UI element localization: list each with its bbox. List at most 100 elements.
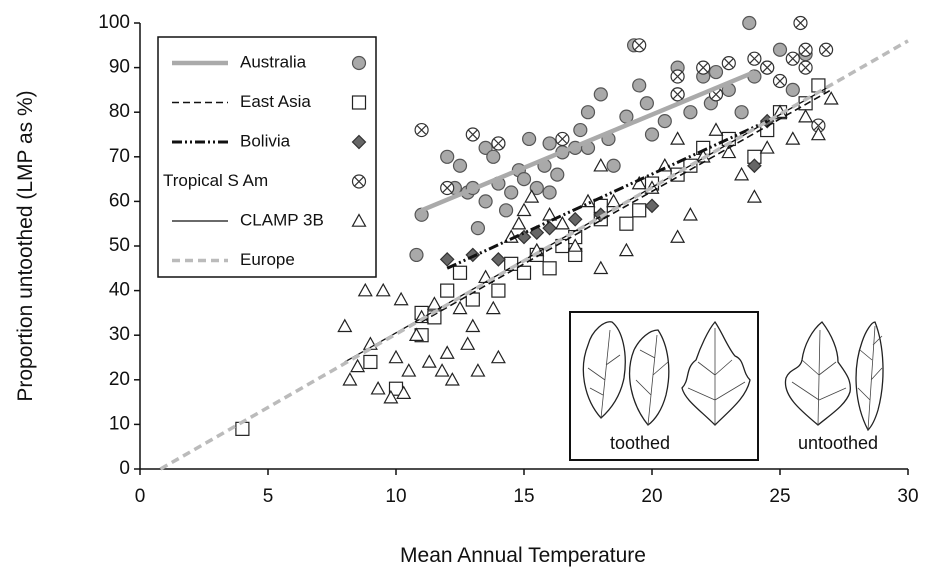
point: [421, 354, 437, 368]
fit-line: [159, 39, 909, 471]
point: [452, 265, 468, 280]
point: [439, 252, 455, 267]
point: [696, 60, 711, 75]
point: [798, 42, 813, 57]
point: [670, 69, 685, 84]
y-tick-label: 70: [109, 146, 130, 167]
point: [554, 215, 570, 230]
point: [670, 229, 686, 243]
point: [393, 291, 409, 306]
point: [452, 158, 468, 173]
point: [388, 349, 404, 364]
point: [337, 318, 353, 333]
point: [632, 78, 647, 93]
point: [734, 105, 749, 120]
y-tick-label: 20: [109, 369, 130, 390]
point: [486, 149, 501, 164]
legend-label: Bolivia: [240, 131, 291, 150]
point: [542, 207, 558, 221]
point: [491, 136, 506, 151]
point: [426, 296, 442, 310]
point: [632, 203, 647, 218]
leaf-vein: [687, 328, 746, 425]
point: [351, 95, 367, 110]
point: [798, 108, 814, 123]
fit-line: [421, 89, 832, 323]
point: [363, 354, 378, 370]
x-tick-label: 20: [641, 486, 662, 507]
point: [644, 198, 660, 214]
point: [434, 363, 450, 377]
point: [235, 421, 250, 436]
point: [580, 105, 596, 120]
point: [370, 380, 386, 395]
point: [670, 87, 685, 102]
leaf-vein: [791, 329, 847, 426]
point: [785, 82, 800, 98]
point: [375, 282, 391, 297]
point: [542, 261, 557, 276]
x-axis-label: Mean Annual Temperature: [400, 544, 646, 567]
point: [567, 238, 583, 252]
y-tick-label: 0: [119, 458, 130, 479]
point: [823, 91, 839, 105]
point: [619, 216, 634, 231]
point: [810, 126, 826, 141]
point: [522, 131, 537, 147]
point: [657, 114, 672, 129]
point: [504, 185, 519, 200]
point: [351, 174, 367, 189]
point: [606, 158, 621, 173]
point: [639, 96, 654, 111]
point: [440, 149, 455, 164]
point: [593, 260, 609, 275]
point: [746, 189, 762, 203]
point: [452, 300, 468, 315]
y-tick-label: 80: [109, 101, 130, 122]
y-tick-label: 50: [109, 235, 130, 256]
y-tick-label: 10: [109, 413, 130, 434]
point: [440, 180, 455, 196]
legend-label: Europe: [240, 250, 295, 269]
point: [747, 51, 762, 66]
x-tick-label: 5: [263, 486, 274, 507]
point: [555, 131, 570, 147]
point: [396, 385, 412, 399]
point: [342, 372, 358, 386]
point: [793, 15, 808, 31]
point: [593, 87, 608, 102]
point: [785, 131, 801, 145]
point: [760, 60, 775, 75]
legend-label: Tropical S Am: [163, 171, 268, 190]
annotation: untoothed: [798, 433, 878, 453]
point: [708, 64, 724, 80]
point: [580, 193, 596, 208]
leaf-vein: [587, 329, 621, 419]
point: [351, 134, 367, 150]
point: [542, 220, 557, 236]
point: [408, 327, 424, 341]
point: [351, 213, 367, 227]
leaf-oak: [582, 321, 626, 419]
point: [490, 349, 506, 364]
point: [414, 122, 429, 138]
point: [818, 42, 834, 57]
legend: Australia East Asia Bolivia Tropical S Am CL…: [157, 36, 377, 278]
point: [683, 105, 698, 120]
leaf-ovate: [628, 329, 670, 426]
leaf-inset: [569, 311, 884, 461]
y-tick-label: 90: [109, 57, 130, 78]
point: [485, 300, 501, 315]
data-layer: [235, 15, 839, 436]
point: [470, 363, 486, 377]
point: [491, 283, 506, 298]
point: [516, 202, 532, 217]
leaf-narrow: [855, 321, 884, 432]
point: [498, 203, 514, 218]
y-tick-label: 60: [109, 190, 130, 211]
point: [516, 229, 532, 245]
point: [409, 247, 424, 263]
point: [550, 167, 565, 182]
point: [772, 73, 788, 89]
